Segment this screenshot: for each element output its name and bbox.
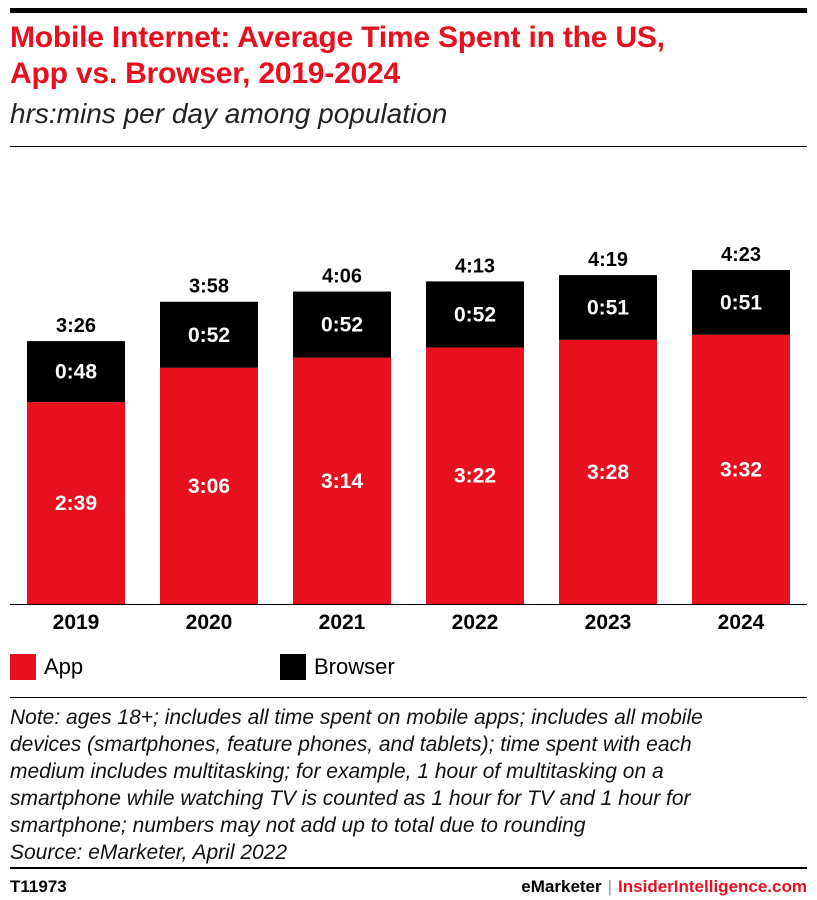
bar-browser-2021: [293, 291, 391, 358]
brand-separator: |: [607, 877, 613, 896]
label-app-2020: 3:06: [188, 475, 230, 498]
label-total-2024: 4:23: [721, 244, 761, 266]
label-browser-2022: 0:52: [454, 303, 496, 326]
label-app-2019: 2:39: [55, 492, 97, 515]
x-tick-2022: 2022: [452, 611, 499, 634]
brand-insider-intelligence: InsiderIntelligence.com: [618, 877, 807, 896]
bar-app-2024: [692, 334, 790, 604]
bar-app-2021: [293, 357, 391, 604]
chart-id: T11973: [10, 877, 67, 896]
bar-app-2020: [160, 367, 258, 604]
label-total-2020: 3:58: [189, 276, 229, 298]
x-tick-2023: 2023: [585, 611, 632, 634]
legend-label-app: App: [44, 654, 84, 679]
note-line: Note: ages 18+; includes all time spent …: [10, 706, 703, 729]
label-browser-2019: 0:48: [55, 361, 97, 384]
source-line: Source: eMarketer, April 2022: [10, 841, 288, 864]
label-browser-2023: 0:51: [587, 296, 629, 319]
x-tick-2024: 2024: [718, 611, 765, 634]
note-line: smartphone; numbers may not add up to to…: [10, 814, 586, 837]
x-tick-2019: 2019: [53, 611, 100, 634]
bar-browser-2024: [692, 269, 790, 335]
brand-emarketer: eMarketer: [521, 877, 602, 896]
label-browser-2021: 0:52: [321, 314, 363, 337]
bar-app-2023: [559, 339, 657, 604]
stacked-bar-chart: 2:39 0:48 3:26 2019 3:06 0:52 3:58 2020 3:14 0:52…: [10, 244, 807, 634]
top-rule: [10, 8, 807, 13]
bar-browser-2019: [27, 341, 125, 403]
x-tick-2021: 2021: [319, 611, 366, 634]
note-line: smartphone while watching TV is counted …: [10, 787, 691, 810]
label-total-2019: 3:26: [56, 315, 96, 337]
x-tick-2020: 2020: [186, 611, 233, 634]
label-total-2021: 4:06: [322, 266, 362, 288]
label-app-2022: 3:22: [454, 465, 496, 488]
bar-browser-2022: [426, 281, 524, 348]
bar-browser-2023: [559, 275, 657, 340]
legend-item-browser: Browser: [280, 654, 395, 680]
label-app-2024: 3:32: [720, 458, 762, 481]
title-line-2: App vs. Browser, 2019-2024: [10, 57, 401, 90]
bar-browser-2020: [160, 301, 258, 368]
brand-footer: eMarketer | InsiderIntelligence.com: [521, 877, 807, 897]
legend-swatch-app: [10, 654, 36, 680]
label-app-2021: 3:14: [321, 470, 363, 493]
note-line: medium includes multitasking; for exampl…: [10, 760, 664, 783]
bar-app-2019: [27, 402, 125, 604]
legend-item-app: App: [10, 654, 83, 680]
legend: App Browser: [10, 654, 807, 682]
note-line: devices (smartphones, feature phones, an…: [10, 733, 692, 756]
bar-app-2022: [426, 347, 524, 604]
title-line-1: Mobile Internet: Average Time Spent in t…: [10, 21, 665, 54]
divider-note: [10, 697, 807, 698]
label-total-2023: 4:19: [588, 249, 628, 271]
legend-label-browser: Browser: [314, 654, 395, 679]
label-total-2022: 4:13: [455, 255, 495, 277]
divider-top: [10, 146, 807, 147]
label-browser-2024: 0:51: [720, 291, 762, 314]
footnote: Note: ages 18+; includes all time spent …: [10, 704, 807, 866]
chart-subtitle: hrs:mins per day among population: [10, 98, 448, 129]
label-browser-2020: 0:52: [188, 324, 230, 347]
legend-swatch-browser: [280, 654, 306, 680]
chart-title: Mobile Internet: Average Time Spent in t…: [10, 20, 807, 92]
label-app-2023: 3:28: [587, 461, 629, 484]
divider-footer: [10, 867, 807, 869]
